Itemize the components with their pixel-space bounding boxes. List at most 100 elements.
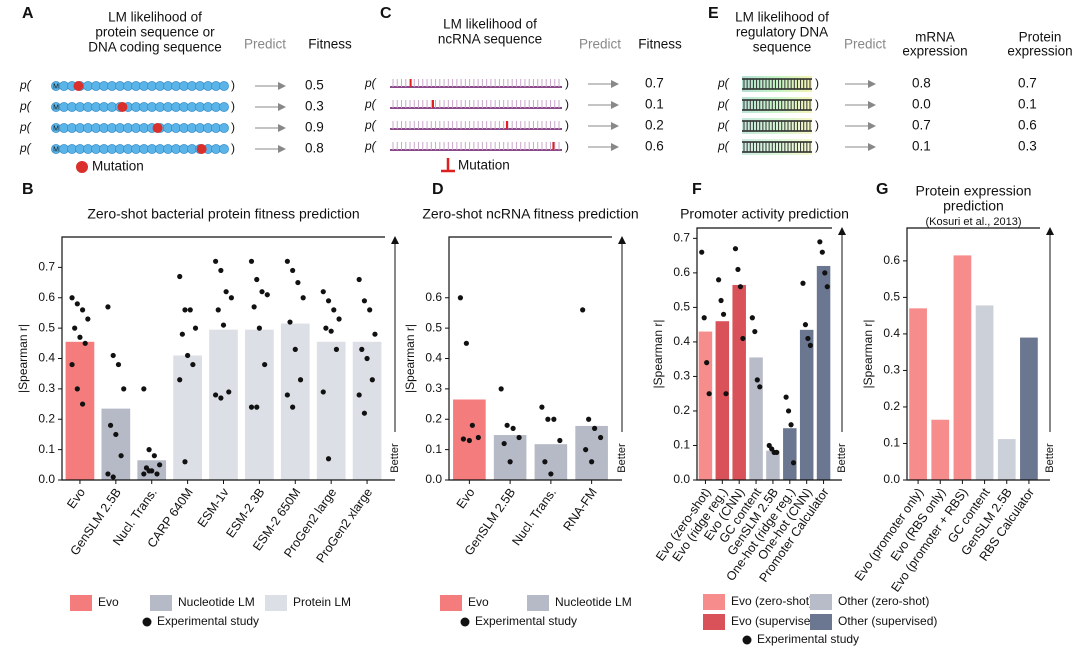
data-point [735, 266, 741, 273]
data-point [72, 325, 78, 331]
data-point [182, 307, 188, 313]
data-point [580, 307, 586, 313]
data-point [328, 328, 334, 334]
data-point [146, 468, 152, 474]
predict-label: Predict [244, 37, 286, 52]
data-point [118, 453, 124, 459]
data-point [284, 258, 290, 264]
data-point [504, 422, 510, 428]
data-point [228, 295, 234, 301]
prefix: p( [364, 97, 378, 111]
data-point [788, 422, 794, 428]
data-point [223, 289, 229, 295]
data-point [802, 322, 809, 328]
data-point [82, 340, 88, 346]
bar [352, 341, 382, 480]
output-value: 0.5 [305, 78, 324, 93]
data-point [323, 325, 329, 331]
x-tick-label: Evo [64, 486, 88, 512]
legend-text: Nucleotide LM [178, 595, 255, 609]
bar [209, 329, 238, 480]
y-axis-label: |Spearman r| [651, 320, 665, 389]
bar [575, 425, 608, 480]
data-point [704, 360, 710, 366]
panel-letter: C [380, 5, 392, 22]
chart-title: prediction [943, 198, 1004, 214]
bar [493, 435, 527, 480]
mutation [152, 123, 163, 133]
output-header: mRNA [915, 30, 955, 45]
bar [732, 284, 746, 480]
y-axis-label: |Spearman r| [861, 320, 875, 389]
output-value: 0.6 [645, 139, 664, 154]
data-point [177, 377, 183, 383]
chart-title: Zero-shot ncRNA fitness prediction [422, 206, 638, 222]
data-point [141, 386, 147, 392]
prefix: p( [717, 139, 731, 153]
data-point [539, 404, 545, 410]
data-point [69, 361, 75, 368]
prefix: p( [19, 120, 33, 134]
bar [245, 329, 274, 480]
schematic-title: protein sequence or [95, 25, 215, 40]
y-tick-label: 0.3 [883, 363, 900, 377]
y-tick-label: 0.6 [883, 253, 900, 267]
output-value: 0.1 [912, 139, 931, 154]
residue [219, 144, 229, 154]
suffix: ) [231, 120, 235, 134]
data-point [254, 404, 260, 410]
data-point [107, 422, 114, 428]
data-point [701, 315, 707, 321]
legend-text: Evo [468, 595, 489, 609]
y-tick-label: 0.4 [883, 326, 900, 340]
output-value: 0.3 [305, 99, 324, 114]
y-tick-label: 0.3 [673, 369, 690, 383]
legend-text: Evo (zero-shot) [731, 594, 813, 608]
data-point [259, 289, 265, 295]
data-point [785, 408, 792, 414]
prefix: p( [717, 118, 731, 132]
data-point [783, 394, 789, 400]
start-residue: M [53, 125, 59, 132]
chart-title: Zero-shot bacterial protein fitness pred… [87, 206, 359, 222]
schematic-title: DNA coding sequence [88, 40, 222, 55]
plot-frame [61, 236, 395, 481]
data-point [115, 361, 122, 368]
data-point [154, 471, 160, 477]
residue [219, 123, 229, 133]
data-point [372, 331, 378, 337]
data-point [218, 395, 224, 401]
data-point [542, 459, 548, 465]
legend-text: Mutation [458, 158, 510, 173]
suffix: ) [565, 139, 569, 153]
legend-text: Experimental study [475, 614, 577, 628]
data-point [320, 289, 326, 295]
data-point [220, 322, 227, 328]
panel-letter: A [22, 5, 34, 22]
output-value: 0.7 [645, 76, 664, 91]
bar [1020, 337, 1038, 480]
output-value: 0.8 [912, 76, 931, 91]
prefix: p( [19, 99, 33, 113]
data-point [807, 342, 814, 348]
output-header: expression [902, 44, 967, 59]
y-tick-label: 0.2 [425, 411, 442, 425]
data-point [300, 295, 306, 301]
output-value: 0.8 [305, 141, 324, 156]
y-tick-label: 0.1 [673, 438, 690, 452]
data-point [187, 307, 193, 313]
y-tick-label: 0.5 [673, 300, 690, 314]
output-header: expression [1007, 44, 1072, 59]
data-point [110, 474, 116, 480]
data-point [190, 361, 196, 368]
data-point [361, 298, 368, 304]
data-point [822, 270, 828, 276]
data-point [723, 391, 729, 397]
y-axis-label: |Spearman r| [16, 324, 30, 393]
suffix: ) [231, 141, 235, 155]
bar [816, 265, 831, 480]
output-value: 0.9 [305, 120, 324, 135]
data-point [254, 276, 260, 283]
y-tick-label: 0.5 [425, 320, 442, 334]
legend-marker [527, 595, 549, 611]
